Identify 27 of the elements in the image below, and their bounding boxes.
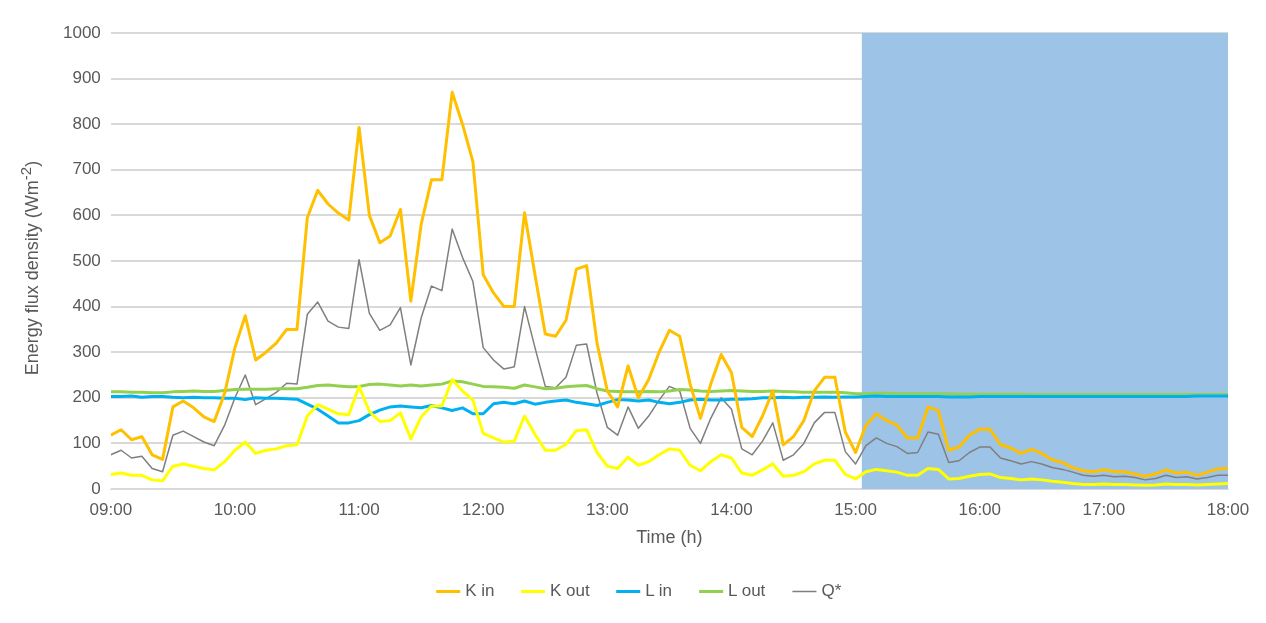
- legend-label: L out: [728, 581, 766, 601]
- legend-label: K in: [465, 581, 495, 601]
- x-tick-label: 13:00: [586, 499, 629, 519]
- y-tick-label: 700: [72, 159, 101, 179]
- y-tick-label: 0: [91, 478, 101, 498]
- legend-label: L in: [645, 581, 672, 601]
- x-tick-label: 15:00: [834, 499, 877, 519]
- legend-label: Q*: [821, 581, 842, 601]
- y-tick-label: 900: [72, 68, 101, 88]
- legend-label: K out: [550, 581, 590, 601]
- y-tick-label: 300: [72, 341, 101, 361]
- x-tick-label: 10:00: [213, 499, 257, 519]
- y-tick-label: 200: [72, 387, 101, 407]
- x-tick-label: 11:00: [338, 499, 380, 519]
- x-tick-label: 18:00: [1206, 499, 1250, 519]
- y-tick-label: 1000: [62, 22, 101, 42]
- y-tick-label: 800: [72, 113, 101, 133]
- x-tick-label: 14:00: [710, 499, 753, 519]
- y-tick-label: 500: [72, 250, 101, 270]
- x-tick-label: 09:00: [89, 499, 133, 519]
- x-tick-label: 17:00: [1082, 499, 1126, 519]
- x-tick-label: 16:00: [958, 499, 1002, 519]
- x-tick-label: 12:00: [461, 499, 505, 519]
- y-tick-label: 400: [72, 296, 101, 316]
- y-tick-label: 100: [72, 433, 101, 453]
- y-tick-label: 600: [72, 205, 101, 225]
- x-axis-title: Time (h): [636, 527, 703, 548]
